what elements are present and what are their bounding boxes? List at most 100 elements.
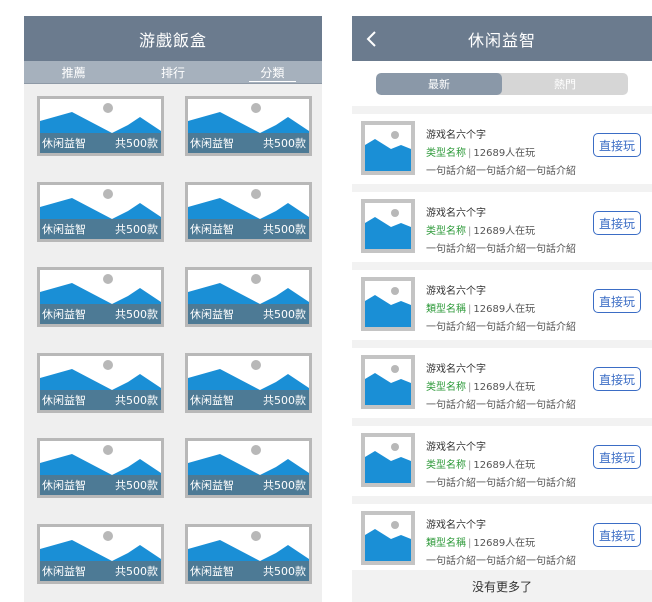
category-card[interactable]: 休闲益智 共500款 <box>185 96 312 156</box>
footer-text: 没有更多了 <box>471 579 532 594</box>
card-category: 休闲益智 <box>190 479 234 493</box>
category-card[interactable]: 休闲益智 共500款 <box>185 438 312 499</box>
card-count: 共500款 <box>115 479 158 493</box>
card-category: 休闲益智 <box>42 393 86 407</box>
game-description: 一句話介紹一句話介紹一句話介紹 <box>426 244 576 255</box>
segment-bar: 最新 熱門 <box>352 61 652 106</box>
card-caption: 休闲益智 共500款 <box>188 475 309 496</box>
play-now-button[interactable]: 直接玩 <box>593 211 641 235</box>
card-image: 休闲益智 共500款 <box>40 355 161 410</box>
game-thumbnail <box>361 355 415 409</box>
tab-label: 排行 <box>160 65 185 80</box>
game-list-item[interactable]: 游戏名六个字 类型名称 | 12689人在玩 一句話介紹一句話介紹一句話介紹 直接玩 <box>352 348 652 418</box>
category-card[interactable]: 休闲益智 共500款 <box>37 352 164 413</box>
list-title: 休闲益智 <box>467 30 536 50</box>
play-now-button[interactable]: 直接玩 <box>593 367 641 391</box>
category-card[interactable]: 休闲益智 共500款 <box>37 438 164 499</box>
card-caption: 休闲益智 共500款 <box>188 133 309 153</box>
image-placeholder-icon <box>365 443 411 483</box>
card-category: 休闲益智 <box>42 479 86 493</box>
card-image: 休闲益智 共500款 <box>188 527 309 581</box>
game-meta: 类型名称 | 12689人在玩 <box>426 144 535 159</box>
card-caption: 休闲益智 共500款 <box>40 561 161 581</box>
list-header: 休闲益智 <box>352 16 652 61</box>
meta-separator: | <box>468 538 472 549</box>
category-card[interactable]: 休闲益智 共500款 <box>185 181 312 242</box>
play-now-button[interactable]: 直接玩 <box>593 289 641 313</box>
card-image: 休闲益智 共500款 <box>188 441 309 496</box>
category-card[interactable]: 休闲益智 共500款 <box>37 181 164 242</box>
game-list-item[interactable]: 游戏名六个字 类型名称 | 12689人在玩 一句話介紹一句話介紹一句話介紹 直接玩 <box>352 426 652 496</box>
top-tabs: 推薦 排行 分類 <box>24 61 322 84</box>
card-caption: 休闲益智 共500款 <box>40 218 161 239</box>
card-image: 休闲益智 共500款 <box>40 527 161 581</box>
card-count: 共500款 <box>115 393 158 407</box>
category-card[interactable]: 休闲益智 共500款 <box>37 96 164 156</box>
game-title: 游戏名六个字 <box>426 286 486 297</box>
tab-category[interactable]: 分類 <box>223 61 322 83</box>
card-category: 休闲益智 <box>42 565 86 578</box>
meta-separator: | <box>468 226 472 237</box>
play-now-button[interactable]: 直接玩 <box>593 133 641 157</box>
category-card[interactable]: 休闲益智 共500款 <box>37 267 164 328</box>
play-now-button[interactable]: 直接玩 <box>593 445 641 469</box>
game-type: 類型名稱 <box>426 304 466 315</box>
card-category: 休闲益智 <box>190 308 234 322</box>
card-caption: 休闲益智 共500款 <box>40 133 161 153</box>
game-meta: 类型名称 | 12689人在玩 <box>426 456 535 471</box>
card-image: 休闲益智 共500款 <box>40 99 161 153</box>
game-description: 一句話介紹一句話介紹一句話介紹 <box>426 478 576 489</box>
meta-separator: | <box>468 382 472 393</box>
game-description: 一句話介紹一句話介紹一句話介紹 <box>426 400 576 411</box>
card-caption: 休闲益智 共500款 <box>40 475 161 496</box>
tab-recommend[interactable]: 推薦 <box>24 61 123 83</box>
card-count: 共500款 <box>263 393 306 407</box>
game-players: 12689人在玩 <box>473 226 536 237</box>
image-placeholder-icon <box>365 365 411 405</box>
game-list-screen: 休闲益智 最新 熱門 游戏名六个字 类型名称 | 12689人在玩 一句話介紹一句話介紹… <box>352 16 652 602</box>
chevron-left-icon[interactable] <box>362 29 382 49</box>
card-category: 休闲益智 <box>190 565 234 578</box>
game-list-item[interactable]: 游戏名六个字 類型名稱 | 12689人在玩 一句話介紹一句話介紹一句話介紹 直接玩 <box>352 270 652 340</box>
card-image: 休闲益智 共500款 <box>188 355 309 410</box>
card-caption: 休闲益智 共500款 <box>40 304 161 325</box>
image-placeholder-icon <box>365 209 411 249</box>
image-placeholder-icon <box>365 521 411 561</box>
game-meta: 类型名称 | 12689人在玩 <box>426 222 535 237</box>
card-category: 休闲益智 <box>42 137 86 150</box>
game-description: 一句話介紹一句話介紹一句話介紹 <box>426 322 576 333</box>
game-type: 类型名称 <box>426 382 466 393</box>
game-list-item[interactable]: 游戏名六个字 类型名称 | 12689人在玩 一句話介紹一句話介紹一句話介紹 直接玩 <box>352 114 652 184</box>
segment-popular[interactable]: 熱門 <box>502 73 628 95</box>
category-card[interactable]: 休闲益智 共500款 <box>185 524 312 584</box>
game-thumbnail <box>361 199 415 253</box>
game-players: 12689人在玩 <box>473 460 536 471</box>
card-count: 共500款 <box>115 565 158 578</box>
game-type: 类型名称 <box>426 148 466 159</box>
category-card[interactable]: 休闲益智 共500款 <box>185 267 312 328</box>
game-list-item[interactable]: 游戏名六个字类型名称 | 12689人在玩一句話介紹一句話介紹一句話介紹 直接玩 <box>352 192 652 262</box>
card-caption: 休闲益智 共500款 <box>40 389 161 410</box>
game-list-item[interactable]: 游戏名六个字 類型名稱 | 12689人在玩 一句話介紹一句話介紹一句話介紹 直接玩 <box>352 504 652 574</box>
tab-ranking[interactable]: 排行 <box>123 61 222 83</box>
card-category: 休闲益智 <box>190 222 234 236</box>
image-placeholder-icon <box>365 287 411 327</box>
game-thumbnail <box>361 121 415 175</box>
card-category: 休闲益智 <box>190 393 234 407</box>
game-thumbnail <box>361 511 415 565</box>
game-description: 一句話介紹一句話介紹一句話介紹 <box>426 556 576 567</box>
tab-label: 推薦 <box>61 65 86 80</box>
card-image: 休闲益智 共500款 <box>40 184 161 239</box>
game-players: 12689人在玩 <box>473 304 536 315</box>
category-card[interactable]: 休闲益智 共500款 <box>185 352 312 413</box>
play-now-button[interactable]: 直接玩 <box>593 523 641 547</box>
category-card[interactable]: 休闲益智 共500款 <box>37 524 164 584</box>
game-description: 一句話介紹一句話介紹一句話介紹 <box>426 166 576 177</box>
game-players: 12689人在玩 <box>473 148 536 159</box>
category-screen: 游戲飯盒 推薦 排行 分類 休闲益智 共500款 休闲益智 共500款 休闲益智 共500… <box>24 16 322 602</box>
game-thumbnail <box>361 433 415 487</box>
segment-newest[interactable]: 最新 <box>376 72 502 95</box>
game-title: 游戏名六个字 <box>426 208 486 219</box>
card-category: 休闲益智 <box>42 222 86 236</box>
card-caption: 休闲益智 共500款 <box>188 389 309 410</box>
